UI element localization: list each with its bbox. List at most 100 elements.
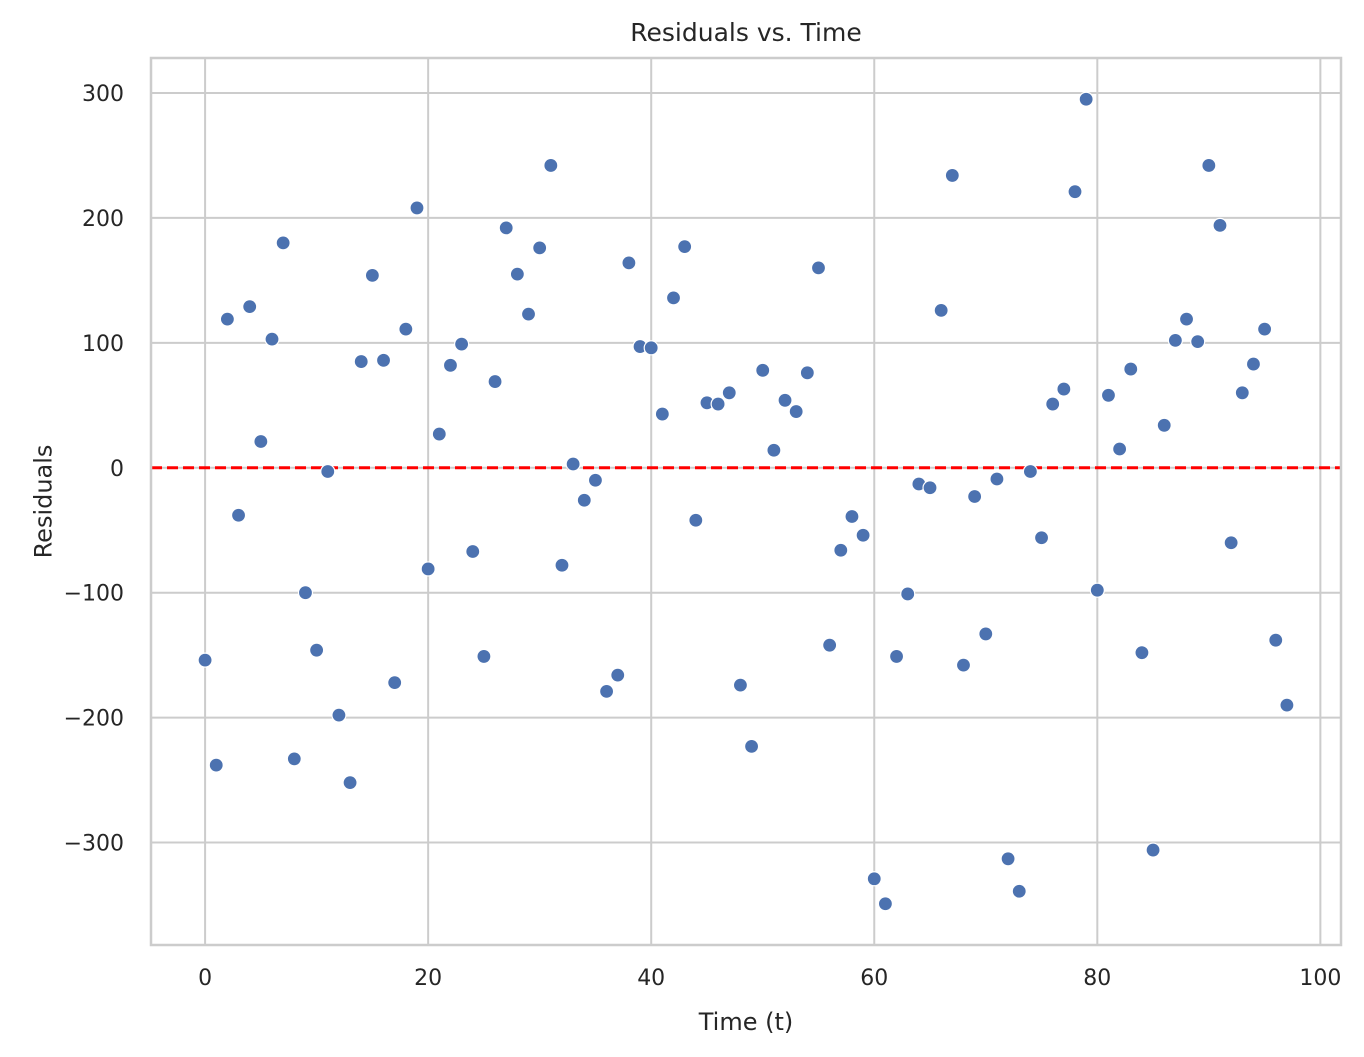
data-point: [309, 642, 325, 658]
data-point: [844, 508, 860, 525]
data-point: [1167, 332, 1183, 348]
data-point: [431, 426, 447, 442]
data-point: [1156, 417, 1172, 433]
data-point: [688, 512, 704, 528]
data-point: [1078, 91, 1094, 107]
data-point: [810, 260, 827, 276]
data-point: [721, 385, 737, 401]
y-tick-labels: 300 200 100 0 −100 −200 −300: [64, 82, 124, 857]
data-point: [866, 871, 882, 887]
data-point: [743, 738, 760, 754]
data-point: [855, 527, 871, 543]
data-point: [364, 267, 380, 283]
data-point: [375, 352, 392, 368]
data-point: [1268, 632, 1284, 648]
data-point: [219, 311, 235, 327]
data-point: [888, 648, 905, 665]
data-point: [1190, 333, 1206, 350]
data-point: [509, 266, 525, 282]
data-point: [677, 239, 693, 255]
data-point: [1089, 582, 1105, 598]
data-point: [1067, 184, 1083, 200]
data-point: [900, 586, 916, 602]
x-axis-label: Time (t): [698, 1008, 794, 1036]
data-point: [1134, 645, 1150, 661]
data-point: [777, 392, 793, 408]
data-point: [1245, 356, 1262, 372]
data-point: [1223, 535, 1239, 551]
data-point: [822, 637, 838, 653]
data-point: [487, 373, 503, 390]
data-point: [833, 542, 849, 558]
data-point: [565, 456, 581, 472]
data-point: [286, 751, 302, 767]
data-point: [275, 235, 291, 251]
data-point: [598, 683, 615, 699]
data-point: [654, 406, 670, 422]
y-tick-label: 200: [82, 207, 124, 232]
data-point: [665, 290, 682, 306]
data-point: [520, 306, 537, 322]
data-point: [230, 507, 247, 523]
data-point: [1145, 842, 1161, 858]
data-point: [1123, 361, 1139, 377]
y-tick-label: 300: [82, 82, 124, 107]
data-point: [933, 302, 949, 318]
data-point: [621, 255, 637, 271]
data-point: [1234, 385, 1250, 401]
data-point: [989, 471, 1005, 487]
data-point: [331, 707, 347, 723]
y-tick-label: −200: [64, 707, 124, 732]
data-point: [1257, 321, 1273, 337]
data-point: [398, 321, 414, 337]
y-axis-label: Residuals: [29, 445, 57, 559]
data-point: [755, 362, 771, 378]
data-point: [766, 442, 782, 458]
data-point: [877, 896, 894, 912]
data-point: [554, 557, 570, 573]
data-point: [242, 299, 258, 315]
data-point: [264, 331, 280, 347]
data-point: [1178, 311, 1195, 327]
data-point: [643, 340, 659, 356]
data-point: [498, 220, 514, 236]
data-point: [732, 677, 749, 693]
y-tick-label: −100: [64, 582, 124, 607]
data-point: [454, 336, 470, 352]
data-point: [1112, 441, 1128, 457]
data-points: [197, 91, 1295, 912]
data-point: [1033, 530, 1050, 546]
data-point: [1056, 381, 1072, 397]
data-point: [353, 353, 369, 370]
x-tick-label: 60: [860, 966, 888, 991]
data-point: [788, 403, 804, 420]
data-point: [1201, 157, 1217, 174]
data-point: [465, 543, 481, 560]
x-tick-label: 100: [1299, 966, 1341, 991]
data-point: [922, 480, 938, 496]
y-tick-label: 100: [82, 332, 124, 357]
data-point: [799, 365, 815, 381]
data-point: [342, 774, 358, 791]
chart-title: Residuals vs. Time: [630, 18, 861, 47]
data-point: [710, 396, 726, 412]
data-point: [1011, 883, 1027, 899]
data-point: [208, 757, 224, 773]
y-tick-label: 0: [110, 457, 124, 482]
data-point: [442, 357, 459, 373]
data-point: [476, 648, 492, 665]
x-tick-label: 0: [198, 966, 212, 991]
data-point: [955, 657, 972, 673]
data-point: [967, 488, 983, 505]
data-point: [297, 585, 314, 601]
data-point: [543, 157, 559, 174]
data-point: [532, 240, 548, 256]
data-point: [387, 675, 403, 691]
data-point: [1045, 396, 1061, 412]
data-point: [420, 561, 436, 577]
data-point: [978, 626, 994, 642]
x-tick-label: 20: [414, 966, 442, 991]
data-point: [1022, 463, 1038, 480]
data-point: [576, 492, 592, 508]
